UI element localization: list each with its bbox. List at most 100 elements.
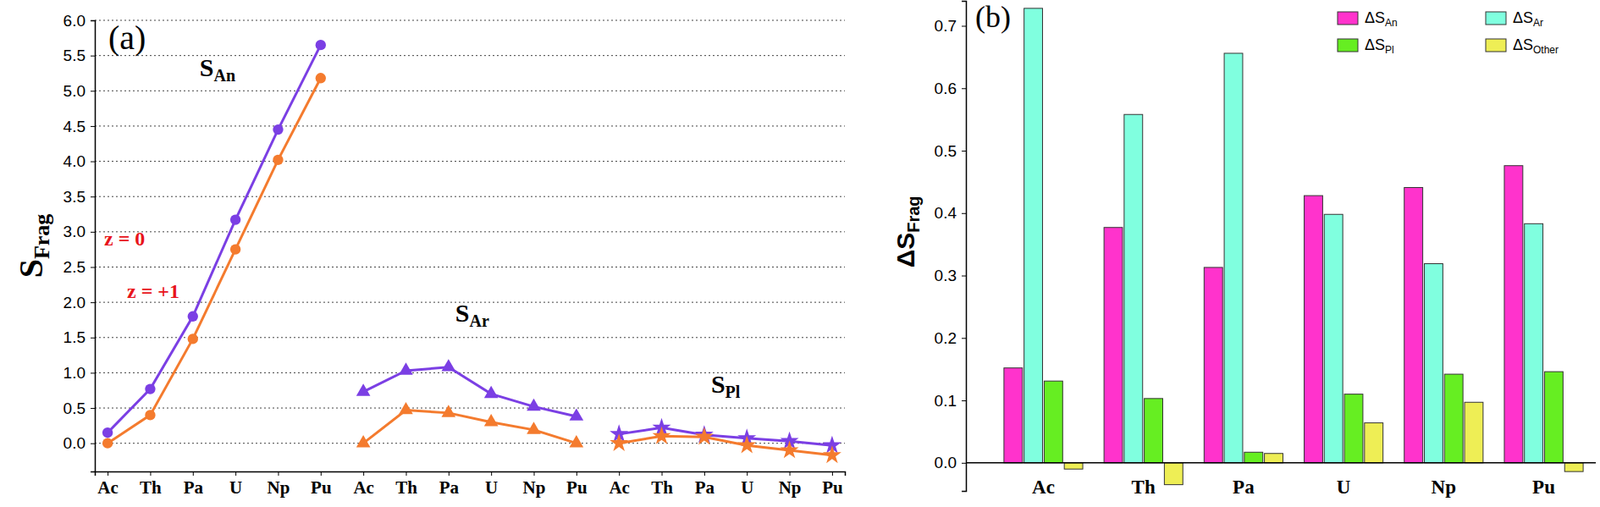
marker (652, 426, 672, 445)
bar (1464, 402, 1484, 464)
grid-line (94, 372, 845, 374)
legend-label-sub: An (1384, 16, 1398, 29)
bar (1364, 423, 1384, 464)
x-tick: Ac (608, 471, 630, 498)
bar (1504, 165, 1523, 464)
marker (737, 435, 756, 454)
y-tick-label: 0.4 (934, 204, 958, 222)
y-tick-label: 0.0 (934, 453, 957, 472)
x-tick: Th (651, 471, 674, 498)
group-label-base: S (711, 369, 726, 398)
y-tick-mark (90, 126, 95, 127)
marker (569, 435, 585, 447)
y-axis-line (90, 21, 96, 473)
bar (1544, 371, 1563, 464)
marker (484, 386, 499, 398)
x-tick-mark (832, 471, 834, 476)
y-tick: 3.5 (63, 187, 95, 206)
x-tick-label: U (740, 477, 754, 498)
y-tick-mark (961, 275, 966, 277)
series-line (618, 435, 833, 455)
bar (1524, 223, 1544, 463)
x-tick: Pa (439, 471, 460, 498)
x-tick-label: Ac (353, 477, 375, 498)
bar (1564, 463, 1584, 472)
y-tick-mark (90, 161, 95, 163)
panel-label: (a) (108, 18, 146, 57)
series-line (618, 427, 833, 446)
x-tick: Th (1131, 463, 1156, 498)
x-tick-mark (320, 471, 322, 476)
y-tick-label: 0.3 (934, 266, 957, 285)
y-tick-mark (90, 408, 95, 409)
annotation: z = 0 (104, 227, 145, 250)
x-tick: Pu (566, 471, 588, 498)
group-label-sub: Pl (725, 382, 741, 402)
y-tick-mark (90, 443, 95, 445)
panel-label: (b) (975, 0, 1011, 34)
x-tick-mark (107, 471, 109, 476)
y-tick-mark (961, 88, 966, 89)
legend-label-sub: Pl (1384, 44, 1395, 56)
marker (441, 404, 457, 417)
marker (441, 358, 457, 371)
zero-line (965, 462, 1596, 464)
marker (695, 427, 714, 446)
y-axis-title-base: S (11, 259, 50, 278)
y-tick-label: 2.0 (63, 293, 86, 312)
series-line (107, 77, 321, 443)
x-tick-label: Pu (822, 477, 844, 498)
y-tick: 2.0 (63, 293, 95, 312)
y-tick: 0.0 (934, 453, 966, 472)
x-tick: Ac (1031, 463, 1055, 498)
y-tick: 6.0 (63, 11, 95, 30)
x-tick-label: Pu (310, 477, 332, 498)
x-tick-label: Th (651, 477, 674, 498)
legend-label: ΔSOther (1512, 36, 1559, 56)
bar (1404, 187, 1424, 464)
x-tick: Ac (97, 471, 118, 498)
x-tick-mark (576, 471, 578, 476)
legend-item: ΔSPl (1337, 36, 1395, 56)
x-tick-label: Np (523, 477, 547, 498)
group-label: SAn (199, 53, 236, 85)
y-axis-title: ΔSFrag (891, 195, 923, 268)
x-tick: Np (267, 471, 291, 498)
legend-label: ΔSAr (1512, 9, 1544, 29)
legend-swatch (1485, 11, 1507, 25)
x-tick-label: U (229, 477, 243, 498)
legend: ΔSAnΔSArΔSPlΔSOther (1337, 9, 1559, 56)
legend-label-base: ΔS (1512, 36, 1534, 54)
x-tick: Np (523, 471, 547, 498)
y-tick-mark (961, 26, 966, 28)
x-tick-label: Th (395, 477, 418, 498)
y-tick-mark (961, 150, 966, 152)
x-tick-mark (448, 471, 450, 476)
marker (569, 408, 585, 420)
bar (1004, 368, 1023, 464)
marker (526, 398, 541, 411)
y-tick-label: 0.0 (63, 434, 86, 453)
x-tick: Np (778, 471, 802, 498)
group-label: SAr (455, 298, 490, 331)
y-tick: 0.1 (934, 391, 966, 410)
bar (1124, 114, 1143, 464)
y-tick: 3.0 (63, 222, 95, 241)
legend-item: ΔSAn (1337, 9, 1398, 29)
y-tick-label: 1.5 (63, 328, 86, 347)
marker (230, 215, 241, 226)
y-tick: 0.4 (934, 204, 966, 222)
x-tick-mark (491, 471, 492, 476)
y-tick-mark (90, 196, 95, 198)
y-tick: 5.0 (63, 82, 95, 100)
y-tick-label: 0.1 (934, 391, 957, 410)
x-axis: AcThPaUNpPuAcThPaUNpPuAcThPaUNpPu (95, 471, 846, 498)
x-tick: Pa (695, 471, 716, 498)
bar (1424, 264, 1444, 464)
x-tick-label: Ac (1031, 476, 1055, 498)
bar (1144, 398, 1164, 464)
x-tick: U (229, 471, 243, 498)
grid-line (94, 196, 845, 198)
marker (822, 445, 842, 464)
y-axis: 0.00.10.20.30.40.50.60.7 (934, 1, 967, 492)
